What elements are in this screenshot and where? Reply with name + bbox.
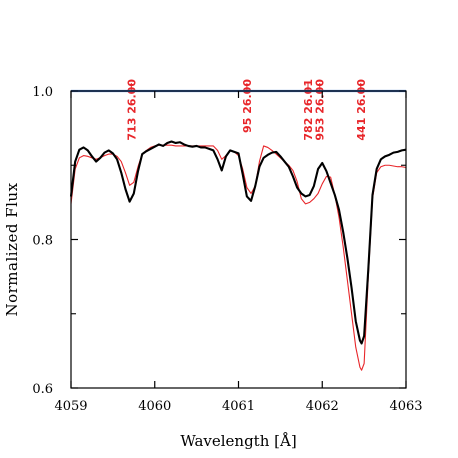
y-tick-label: 0.6 bbox=[32, 382, 53, 397]
x-tick-label: 4062 bbox=[306, 399, 339, 414]
x-axis-title: Wavelength [Å] bbox=[180, 432, 296, 450]
x-tick-label: 4063 bbox=[389, 399, 422, 414]
line-annotation-label: 953 26.00 bbox=[314, 79, 327, 141]
axis-ticks: 4059 4060 4061 4062 4063 0.6 0.8 1.0 bbox=[32, 85, 422, 414]
line-annotation-label: 782 26.01 bbox=[302, 79, 315, 141]
line-annotation-label: 95 26.00 bbox=[241, 79, 254, 133]
line-annotation-label: 441 26.00 bbox=[355, 79, 368, 141]
y-axis-title: Normalized Flux bbox=[3, 182, 21, 316]
x-tick-label: 4059 bbox=[54, 399, 87, 414]
model-spectrum-line bbox=[70, 144, 407, 371]
x-tick-label: 4061 bbox=[222, 399, 255, 414]
x-tick-label: 4060 bbox=[138, 399, 171, 414]
y-tick-label: 1.0 bbox=[32, 85, 53, 100]
observed-spectrum-line bbox=[69, 140, 407, 345]
line-annotation-label: 713 26.00 bbox=[125, 79, 138, 141]
series-group bbox=[69, 140, 407, 371]
y-tick-label: 0.8 bbox=[32, 234, 53, 249]
